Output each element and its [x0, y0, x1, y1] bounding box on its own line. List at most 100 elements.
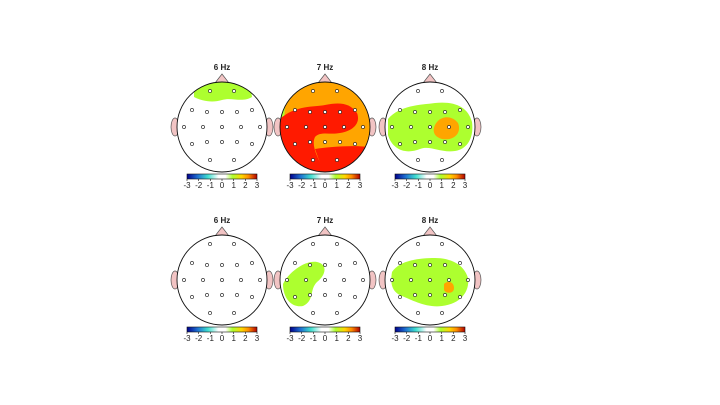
electrode	[338, 140, 342, 144]
electrode	[293, 261, 297, 265]
electrode	[208, 158, 212, 162]
activation-region	[433, 117, 460, 140]
electrode	[390, 278, 394, 282]
electrode	[258, 125, 262, 129]
electrode	[440, 89, 444, 93]
electrode	[205, 140, 209, 144]
electrode	[258, 278, 262, 282]
electrode	[285, 278, 289, 282]
activation-map	[391, 258, 469, 307]
electrode	[335, 158, 339, 162]
colorbar-tick-label: 1	[439, 181, 444, 190]
head-outline	[176, 234, 268, 326]
electrode	[308, 263, 312, 267]
electrode	[338, 293, 342, 297]
electrode	[458, 142, 462, 146]
activation-region	[391, 258, 469, 307]
panel-title: 8 Hz	[422, 63, 438, 72]
electrode	[447, 125, 451, 129]
electrode	[308, 110, 312, 114]
electrode	[440, 158, 444, 162]
electrode	[235, 110, 239, 114]
electrode	[323, 278, 327, 282]
electrode	[335, 242, 339, 246]
colorbar	[394, 173, 466, 180]
electrode	[285, 125, 289, 129]
electrode	[447, 278, 451, 282]
head-outline	[279, 234, 371, 326]
electrode	[466, 125, 470, 129]
activation-region	[283, 261, 325, 307]
electrode	[232, 242, 236, 246]
colorbar-tick-label: 3	[358, 181, 363, 190]
colorbar-tick-label: -2	[195, 181, 203, 190]
electrode	[413, 110, 417, 114]
electrode	[311, 311, 315, 315]
colorbar-tick-label: 0	[323, 334, 328, 343]
electrode	[409, 125, 413, 129]
electrode	[428, 293, 432, 297]
electrode	[232, 158, 236, 162]
electrode	[220, 140, 224, 144]
activation-region	[280, 103, 358, 172]
head-outline	[384, 81, 476, 173]
electrode	[201, 278, 205, 282]
electrode	[239, 125, 243, 129]
electrode	[190, 261, 194, 265]
electrode	[205, 110, 209, 114]
colorbar-tick-label: 2	[346, 334, 351, 343]
colorbar-tick-label: -1	[207, 181, 215, 190]
colorbar-tick-label: 3	[255, 334, 260, 343]
electrode	[416, 311, 420, 315]
colorbar	[289, 326, 361, 333]
electrode	[338, 110, 342, 114]
colorbar-tick-label: 0	[220, 181, 225, 190]
electrode	[335, 311, 339, 315]
colorbar-tick-label: -2	[195, 334, 203, 343]
electrode	[361, 125, 365, 129]
electrode	[235, 263, 239, 267]
colorbar-tick-label: 2	[451, 181, 456, 190]
electrode	[220, 125, 224, 129]
electrode	[323, 110, 327, 114]
electrode	[190, 108, 194, 112]
electrode	[440, 311, 444, 315]
electrode	[440, 242, 444, 246]
electrode	[250, 142, 254, 146]
electrode	[398, 261, 402, 265]
electrode	[235, 293, 239, 297]
colorbar	[289, 173, 361, 180]
electrode	[250, 295, 254, 299]
electrode	[208, 89, 212, 93]
colorbar-tick-label: 2	[451, 334, 456, 343]
electrode	[428, 263, 432, 267]
electrode	[413, 140, 417, 144]
electrode	[205, 263, 209, 267]
electrode	[293, 295, 297, 299]
colorbar-tick-label: 0	[323, 181, 328, 190]
colorbar-tick-label: 1	[231, 334, 236, 343]
electrode	[208, 311, 212, 315]
electrode	[205, 293, 209, 297]
electrode	[220, 278, 224, 282]
electrode	[182, 278, 186, 282]
panel-title: 6 Hz	[214, 63, 230, 72]
colorbar-tick-label: -3	[391, 334, 399, 343]
electrode	[190, 142, 194, 146]
electrode	[443, 110, 447, 114]
topo-panel: 8 Hz -3 -2 -1 0 1 2 3	[378, 63, 482, 190]
electrode	[232, 89, 236, 93]
panel-title: 7 Hz	[317, 216, 333, 225]
colorbar-tick-label: -1	[415, 181, 423, 190]
colorbar-tick-label: 3	[463, 181, 468, 190]
colorbar-tick-label: -3	[183, 334, 191, 343]
head-outline	[279, 81, 371, 173]
activation-map	[194, 82, 252, 102]
colorbar-tick-label: 1	[334, 334, 339, 343]
electrode	[361, 278, 365, 282]
electrode	[311, 89, 315, 93]
electrode	[428, 278, 432, 282]
electrode	[353, 108, 357, 112]
activation-region	[444, 281, 454, 293]
